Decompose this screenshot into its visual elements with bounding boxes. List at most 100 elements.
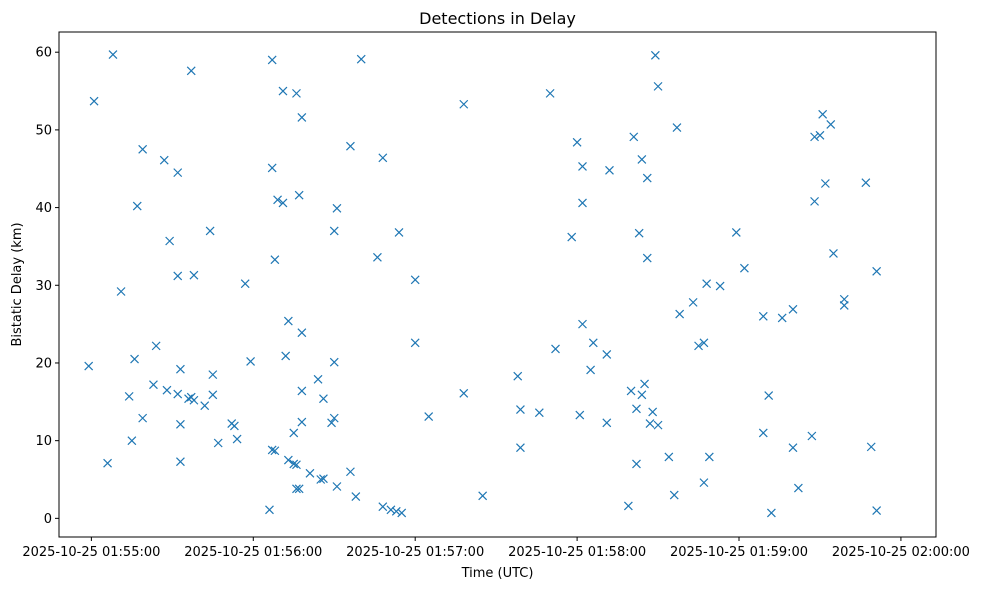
data-point-marker	[634, 228, 644, 238]
data-point-marker	[637, 390, 647, 400]
data-point-marker	[516, 405, 525, 415]
data-point-marker	[459, 99, 469, 109]
data-point-marker	[632, 404, 641, 414]
x-axis-ticks: 2025-10-25 01:55:00 2025-10-25 01:56:00 20…	[22, 537, 970, 560]
data-point-marker	[731, 228, 741, 237]
data-point-marker	[640, 379, 649, 389]
data-point-marker	[267, 445, 277, 455]
data-point-marker	[297, 417, 307, 427]
data-point-marker	[820, 179, 830, 188]
data-point-marker	[626, 386, 636, 396]
data-point-marker	[229, 421, 239, 431]
data-point-marker	[623, 501, 633, 511]
data-point-marker	[758, 428, 768, 438]
data-point-marker	[672, 123, 682, 132]
data-point-marker	[294, 484, 304, 494]
data-point-marker	[149, 380, 158, 390]
data-point-marker	[575, 410, 585, 420]
data-point-marker	[829, 248, 838, 258]
x-tick-label: 2025-10-25 01:57:00	[346, 545, 484, 560]
data-point-marker	[394, 228, 404, 237]
data-point-marker	[329, 357, 339, 367]
y-tick-label: 60	[35, 46, 52, 61]
data-point-marker	[715, 281, 725, 291]
data-point-marker	[688, 297, 698, 307]
data-point-marker	[410, 338, 420, 348]
data-point-marker	[124, 391, 134, 401]
data-point-marker	[788, 304, 798, 314]
data-point-marker	[138, 144, 148, 154]
y-tick-label: 20	[35, 356, 52, 371]
data-point-marker	[578, 319, 587, 329]
data-point-marker	[567, 232, 577, 242]
data-point-marker	[810, 132, 819, 142]
data-point-marker	[766, 508, 776, 518]
data-point-marker	[793, 483, 803, 493]
data-point-marker	[699, 338, 709, 348]
data-point-marker	[356, 54, 366, 64]
data-point-marker	[89, 96, 99, 106]
data-point-marker	[270, 255, 280, 265]
data-point-marker	[159, 155, 169, 165]
data-point-marker	[281, 351, 291, 361]
data-point-marker	[132, 201, 142, 211]
data-point-marker	[116, 287, 126, 296]
data-point-marker	[292, 88, 301, 98]
data-point-marker	[861, 178, 871, 188]
data-point-marker	[267, 55, 277, 65]
data-point-marker	[839, 301, 849, 310]
data-point-marker	[232, 434, 242, 444]
data-point-marker	[162, 385, 172, 395]
data-point-marker	[758, 311, 768, 321]
y-axis-label: Bistatic Delay (km)	[10, 222, 25, 346]
data-point-marker	[866, 442, 876, 452]
data-point-marker	[332, 203, 342, 213]
data-point-marker	[270, 446, 280, 456]
x-tick-label: 2025-10-25 01:58:00	[508, 545, 646, 560]
data-point-marker	[173, 389, 183, 399]
data-point-marker	[653, 81, 663, 91]
data-point-marker	[165, 236, 175, 246]
data-point-marker	[669, 490, 679, 500]
data-point-marker	[84, 361, 94, 371]
data-point-marker	[292, 460, 301, 470]
data-point-marker	[602, 418, 612, 428]
data-point-marker	[702, 279, 712, 289]
data-point-marker	[176, 364, 185, 374]
data-point-marker	[588, 338, 598, 348]
data-point-marker	[327, 418, 336, 428]
y-axis-ticks: 0 10 20 30 40 50 60	[35, 46, 59, 527]
data-point-marker	[826, 120, 836, 129]
data-point-marker	[127, 436, 137, 446]
data-point-marker	[572, 137, 582, 147]
y-tick-label: 0	[44, 512, 52, 527]
data-point-marker	[189, 270, 199, 280]
data-point-marker	[305, 468, 315, 478]
data-point-marker	[586, 365, 596, 375]
data-point-marker	[839, 294, 849, 304]
data-point-marker	[578, 161, 587, 171]
data-point-marker	[872, 266, 882, 276]
data-point-marker	[205, 226, 215, 236]
plot-area-frame	[58, 31, 937, 538]
data-point-marker	[173, 168, 183, 178]
data-point-marker	[777, 313, 787, 323]
data-point-marker	[329, 413, 339, 423]
data-point-marker	[629, 132, 639, 142]
data-point-marker	[289, 459, 299, 469]
data-point-marker	[694, 341, 703, 351]
data-point-marker	[699, 478, 709, 488]
data-point-marker	[545, 88, 555, 98]
data-point-marker	[516, 443, 525, 453]
data-point-marker	[764, 391, 774, 401]
data-point-marker	[642, 173, 652, 183]
x-tick-label: 2025-10-25 01:59:00	[670, 545, 808, 560]
data-point-marker	[650, 50, 660, 60]
data-point-marker	[872, 506, 882, 516]
data-point-marker	[297, 386, 307, 396]
data-point-marker	[184, 394, 193, 404]
data-point-marker	[642, 253, 652, 263]
data-point-marker	[103, 458, 112, 468]
data-point-marker	[200, 401, 210, 411]
